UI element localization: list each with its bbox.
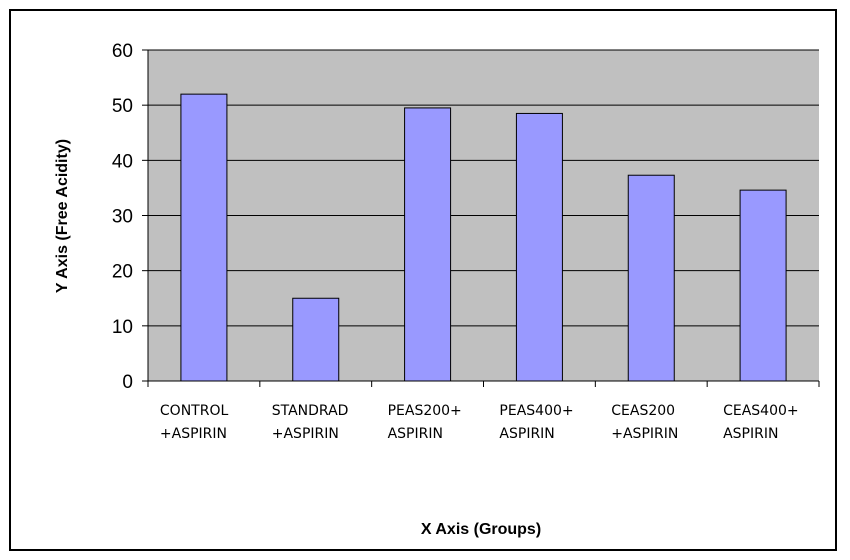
bar (739, 189, 787, 382)
x-tick-label: CEAS200 (611, 403, 675, 419)
x-tick-label: +ASPIRIN (160, 426, 227, 442)
y-tick-label: 20 (112, 262, 133, 283)
gridlines (148, 49, 819, 327)
y-tick-label: 0 (122, 372, 133, 393)
y-tick-label: 40 (112, 151, 133, 172)
y-tick-label: 50 (112, 96, 133, 117)
bar (180, 93, 228, 382)
bars (180, 93, 787, 382)
x-tick-label: ASPIRIN (723, 426, 778, 442)
x-tick-label: ASPIRIN (388, 426, 443, 442)
bar (515, 112, 563, 382)
bar (627, 174, 675, 382)
bar (292, 297, 340, 382)
x-tick-label: CONTROL (160, 403, 229, 419)
x-tick-label: PEAS200+ (388, 403, 462, 419)
x-axis-title: X Axis (Groups) (421, 521, 541, 538)
bar (404, 107, 452, 382)
y-tick-labels: 0 10 20 30 40 50 60 (112, 41, 133, 393)
x-tick-label: +ASPIRIN (272, 426, 339, 442)
y-axis-title: Y Axis (Free Acidity) (54, 139, 71, 293)
y-tick-label: 10 (112, 317, 133, 338)
x-tick-label: CEAS400+ (723, 403, 799, 419)
x-tick-label: STANDRAD (272, 403, 349, 419)
x-tick-labels: CONTROL +ASPIRIN STANDRAD +ASPIRIN PEAS200+ A… (160, 403, 799, 442)
x-tick-label: +ASPIRIN (611, 426, 678, 442)
axes (142, 49, 820, 387)
y-tick-label: 30 (112, 207, 133, 228)
x-tick-label: ASPIRIN (499, 426, 554, 442)
y-tick-label: 60 (112, 41, 133, 62)
x-tick-label: PEAS400+ (499, 403, 573, 419)
